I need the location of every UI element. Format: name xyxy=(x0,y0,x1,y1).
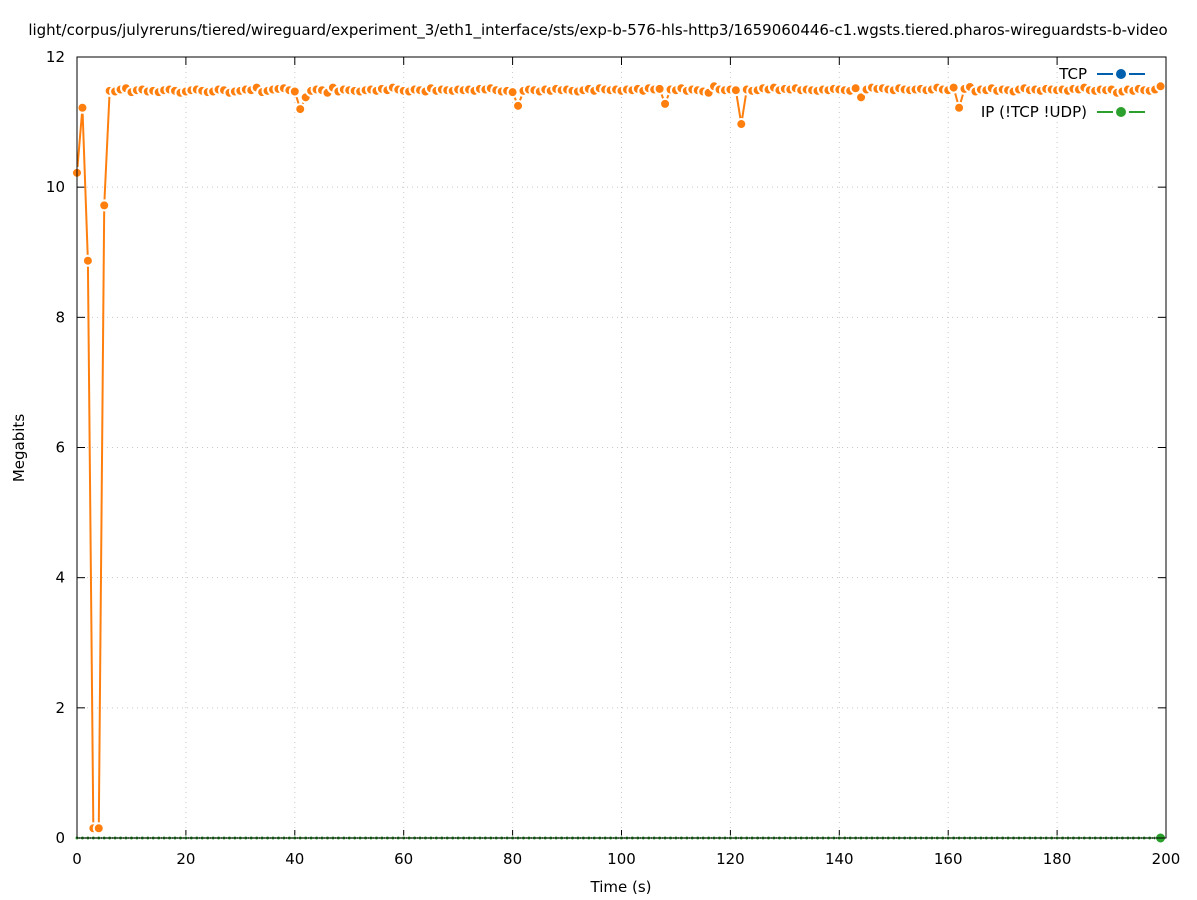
y-tick-label: 10 xyxy=(46,178,65,196)
chart-title: light/corpus/julyreruns/tiered/wireguard… xyxy=(28,21,1167,40)
y-tick-label: 2 xyxy=(55,699,65,717)
x-tick-label: 180 xyxy=(1043,850,1072,868)
x-tick-label: 40 xyxy=(285,850,304,868)
data-point xyxy=(1154,80,1167,93)
data-point xyxy=(98,199,111,212)
data-point xyxy=(76,101,89,114)
legend: TCP IP (!TCP !UDP) xyxy=(981,65,1145,121)
data-point xyxy=(81,254,94,267)
x-tick-label: 0 xyxy=(72,850,82,868)
x-axis-label: Time (s) xyxy=(590,878,652,896)
y-tick-label: 4 xyxy=(55,569,65,587)
x-tick-label: 120 xyxy=(716,850,745,868)
x-tick-label: 60 xyxy=(394,850,413,868)
y-tick-label: 6 xyxy=(55,439,65,457)
series-layer xyxy=(71,80,1167,844)
data-point xyxy=(947,81,960,94)
data-point xyxy=(506,86,519,99)
y-tick-label: 8 xyxy=(55,308,65,326)
grid xyxy=(77,57,1166,838)
data-point xyxy=(849,82,862,95)
y-tick-label: 0 xyxy=(55,829,65,847)
x-tick-label: 20 xyxy=(176,850,195,868)
data-point xyxy=(512,99,525,112)
x-tick-label: 200 xyxy=(1152,850,1181,868)
x-tick-label: 140 xyxy=(825,850,854,868)
axis-ticks: 0 20 40 60 80 100 120 140 160 180 200 0 2 4 6 8 10 12 xyxy=(46,48,1180,868)
legend-label: IP (!TCP !UDP) xyxy=(981,103,1087,121)
data-point xyxy=(294,103,307,116)
plot-border xyxy=(76,56,1167,839)
x-tick-label: 80 xyxy=(503,850,522,868)
legend-label: TCP xyxy=(1058,65,1087,83)
data-point xyxy=(659,97,672,110)
data-point xyxy=(855,91,868,104)
data-point xyxy=(288,85,301,98)
y-axis-label: Megabits xyxy=(10,414,28,482)
x-tick-label: 100 xyxy=(607,850,636,868)
data-point xyxy=(729,84,742,97)
y-tick-label: 12 xyxy=(46,48,65,66)
x-tick-label: 160 xyxy=(934,850,963,868)
series-line xyxy=(76,84,1162,830)
legend-marker xyxy=(1116,69,1126,79)
data-point xyxy=(653,82,666,95)
data-point xyxy=(735,118,748,131)
data-point xyxy=(953,101,966,114)
data-point xyxy=(92,822,105,835)
series-orange xyxy=(71,80,1167,835)
legend-marker xyxy=(1116,107,1126,117)
